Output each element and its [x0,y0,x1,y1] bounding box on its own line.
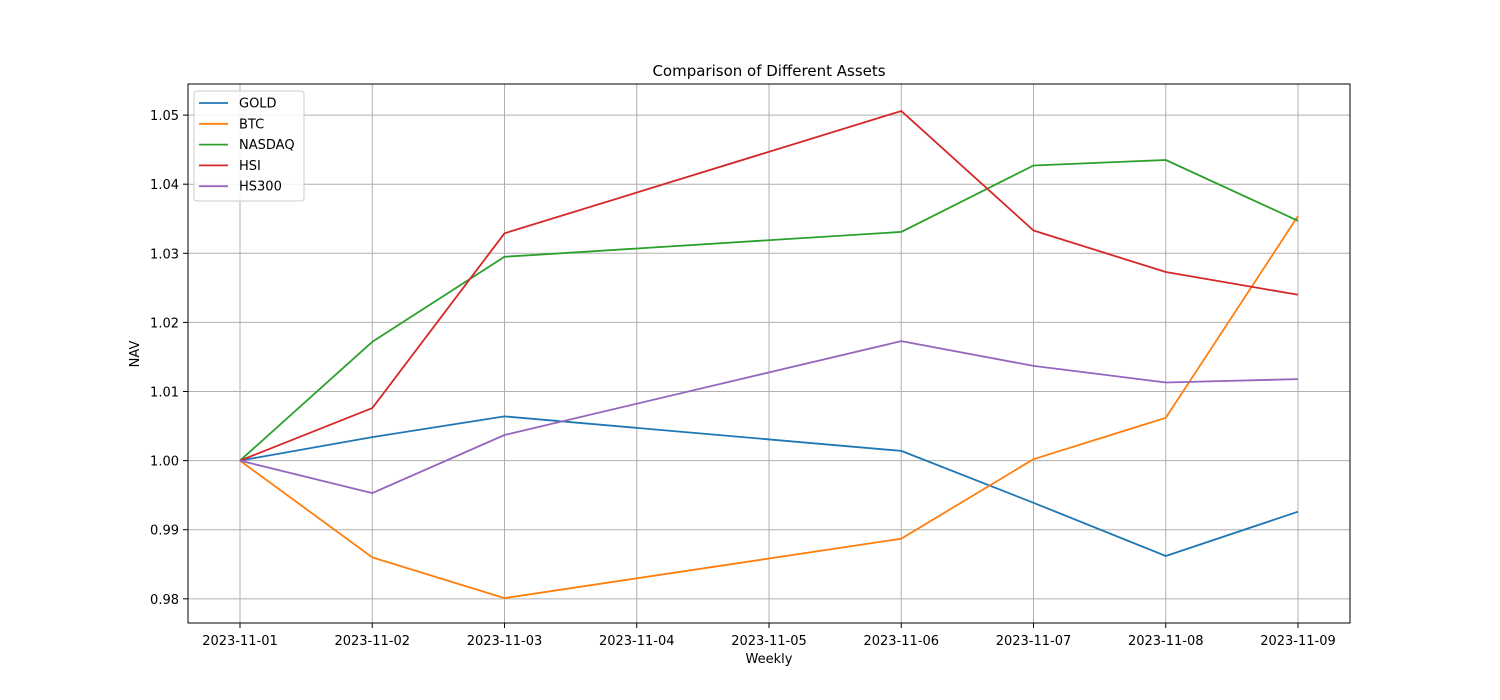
chart-title: Comparison of Different Assets [652,62,885,80]
x-tick-label: 2023-11-09 [1260,634,1336,649]
y-tick-label: 1.04 [150,178,179,193]
series-line-hsi [239,110,1299,462]
y-tick-label: 1.05 [150,109,179,124]
x-tick-label: 2023-11-01 [202,634,278,649]
y-tick-label: 1.03 [150,247,179,262]
legend-label: BTC [239,117,264,132]
y-tick-label: 1.00 [150,455,179,470]
series-line-hs300 [239,340,1299,495]
y-tick-label: 1.02 [150,316,179,331]
x-tick-label: 2023-11-04 [599,634,675,649]
y-tick-label: 1.01 [150,386,179,401]
series-line-nasdaq [239,159,1299,462]
legend-label: NASDAQ [239,138,295,153]
y-axis-label: NAV [128,341,143,368]
legend: GOLD BTC NASDAQ HSI HS300 [193,90,305,202]
y-tick-label: 0.99 [150,524,179,539]
legend-label: GOLD [239,97,277,112]
x-tick-label: 2023-11-07 [996,634,1072,649]
grid-lines [188,84,1350,623]
x-tick-label: 2023-11-02 [334,634,410,649]
x-tick-label: 2023-11-03 [467,634,543,649]
legend-box [193,90,305,202]
series-lines [239,110,1299,599]
series-line-btc [239,215,1299,599]
x-tick-label: 2023-11-06 [863,634,939,649]
y-tick-label: 0.98 [150,593,179,608]
x-axis-ticks: 2023-11-01 2023-11-02 2023-11-03 2023-11-04… [202,623,1336,649]
legend-label: HS300 [239,180,282,195]
legend-label: HSI [239,159,261,174]
x-axis-label: Weekly [746,652,793,667]
y-axis-ticks: 0.98 0.99 1.00 1.01 1.02 1.03 1.04 1.05 [150,109,188,608]
series-line-gold [239,415,1299,557]
x-tick-label: 2023-11-05 [731,634,807,649]
x-tick-label: 2023-11-08 [1128,634,1204,649]
